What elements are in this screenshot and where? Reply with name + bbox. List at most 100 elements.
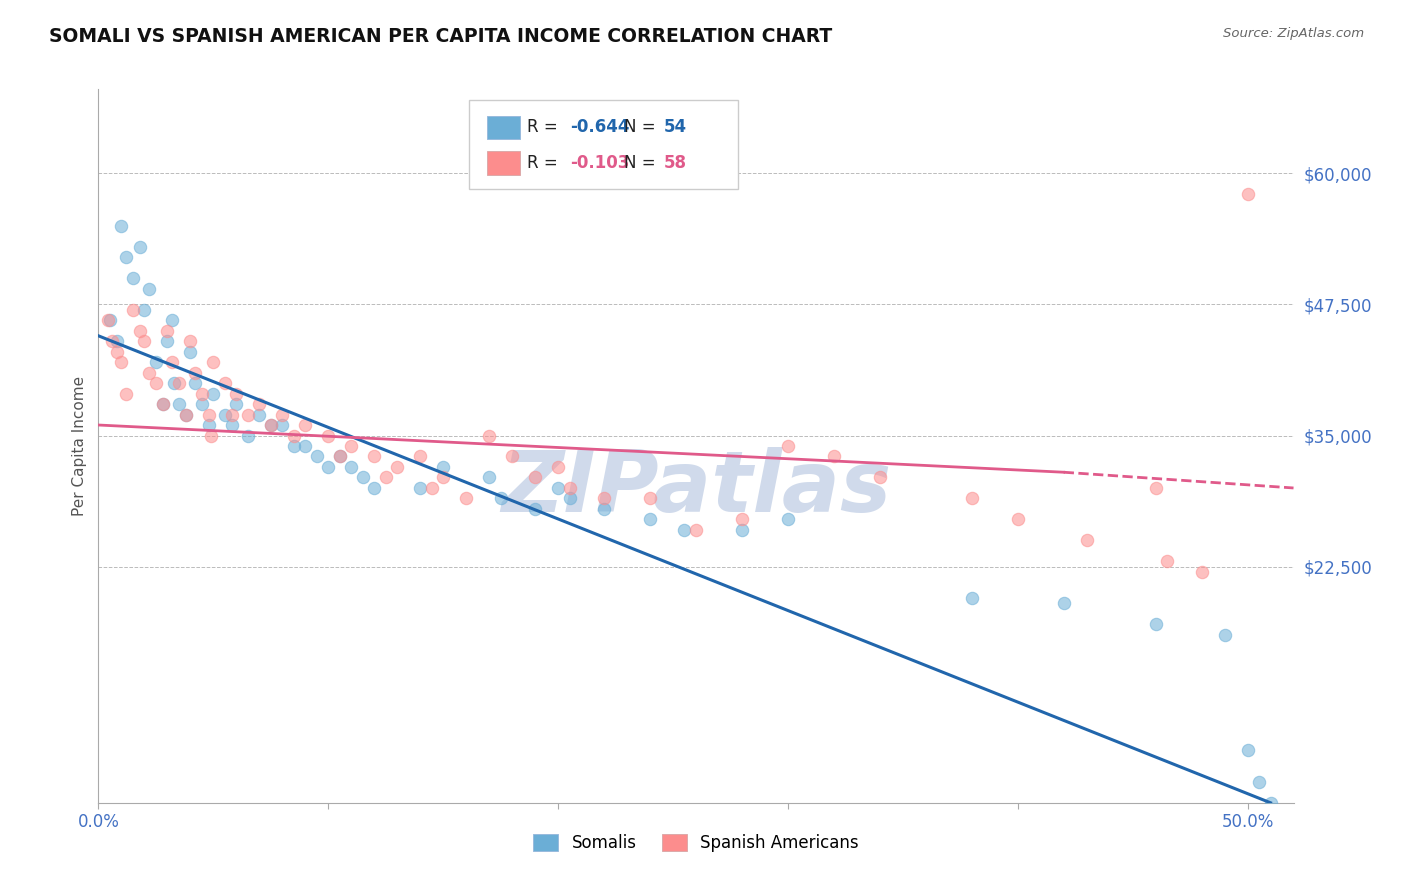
Point	[152, 397, 174, 411]
Point	[202, 386, 225, 401]
Point	[409, 450, 432, 464]
Point	[1247, 774, 1270, 789]
Point	[1213, 628, 1236, 642]
Point	[105, 344, 128, 359]
Point	[122, 302, 145, 317]
Point	[385, 460, 409, 475]
Point	[524, 502, 547, 516]
Point	[1260, 796, 1282, 810]
Point	[197, 417, 219, 432]
Point	[167, 397, 190, 411]
Point	[1236, 187, 1258, 202]
Point	[221, 408, 243, 422]
Point	[776, 439, 799, 453]
FancyBboxPatch shape	[470, 100, 738, 189]
Point	[179, 344, 201, 359]
Point	[138, 366, 160, 380]
Text: R =: R =	[527, 153, 564, 171]
Point	[110, 355, 132, 369]
Point	[225, 386, 247, 401]
Point	[352, 470, 374, 484]
Point	[329, 450, 352, 464]
Point	[823, 450, 845, 464]
Point	[138, 282, 160, 296]
Point	[547, 460, 569, 475]
Point	[673, 523, 696, 537]
Point	[110, 219, 132, 233]
Point	[1144, 481, 1167, 495]
Y-axis label: Per Capita Income: Per Capita Income	[72, 376, 87, 516]
Point	[260, 417, 283, 432]
Point	[1144, 617, 1167, 632]
Point	[247, 397, 270, 411]
Point	[1076, 533, 1098, 548]
Point	[247, 408, 270, 422]
Point	[558, 481, 581, 495]
Point	[294, 417, 316, 432]
Point	[184, 376, 207, 390]
Point	[501, 450, 523, 464]
Bar	[486, 152, 520, 175]
Point	[685, 523, 707, 537]
Point	[191, 386, 214, 401]
Point	[558, 491, 581, 506]
Point	[1156, 554, 1178, 568]
Point	[97, 313, 120, 327]
Text: N =: N =	[624, 153, 661, 171]
Point	[221, 417, 243, 432]
Point	[869, 470, 891, 484]
Point	[1007, 512, 1029, 526]
Point	[160, 355, 183, 369]
Text: Source: ZipAtlas.com: Source: ZipAtlas.com	[1223, 27, 1364, 40]
Point	[489, 491, 512, 506]
Point	[174, 408, 197, 422]
Point	[1053, 596, 1076, 610]
Point	[420, 481, 443, 495]
Point	[547, 481, 569, 495]
Point	[340, 439, 363, 453]
Point	[174, 408, 197, 422]
Point	[184, 366, 207, 380]
Point	[236, 408, 259, 422]
Point	[271, 417, 294, 432]
Point	[191, 397, 214, 411]
Point	[214, 376, 236, 390]
Point	[283, 428, 305, 442]
Point	[98, 313, 121, 327]
Point	[340, 460, 363, 475]
Point	[122, 271, 145, 285]
Point	[115, 250, 138, 264]
Point	[478, 428, 501, 442]
Point	[294, 439, 316, 453]
Point	[456, 491, 478, 506]
Point	[163, 376, 186, 390]
Point	[731, 523, 754, 537]
Point	[128, 324, 150, 338]
Point	[283, 439, 305, 453]
Point	[329, 450, 352, 464]
Point	[167, 376, 190, 390]
Point	[960, 491, 983, 506]
Point	[316, 428, 339, 442]
Point	[305, 450, 328, 464]
Text: 58: 58	[664, 153, 686, 171]
Point	[156, 334, 179, 348]
Point	[152, 397, 174, 411]
Point	[1236, 743, 1258, 757]
Point	[134, 302, 156, 317]
Point	[156, 324, 179, 338]
Point	[128, 239, 150, 253]
Point	[202, 355, 225, 369]
Point	[638, 512, 661, 526]
Point	[638, 491, 661, 506]
Point	[101, 334, 124, 348]
Point	[214, 408, 236, 422]
Point	[260, 417, 283, 432]
Point	[432, 460, 454, 475]
Point	[1191, 565, 1213, 579]
Point	[236, 428, 259, 442]
Point	[134, 334, 156, 348]
Legend: Somalis, Spanish Americans: Somalis, Spanish Americans	[527, 827, 865, 859]
Point	[478, 470, 501, 484]
Point	[271, 408, 294, 422]
